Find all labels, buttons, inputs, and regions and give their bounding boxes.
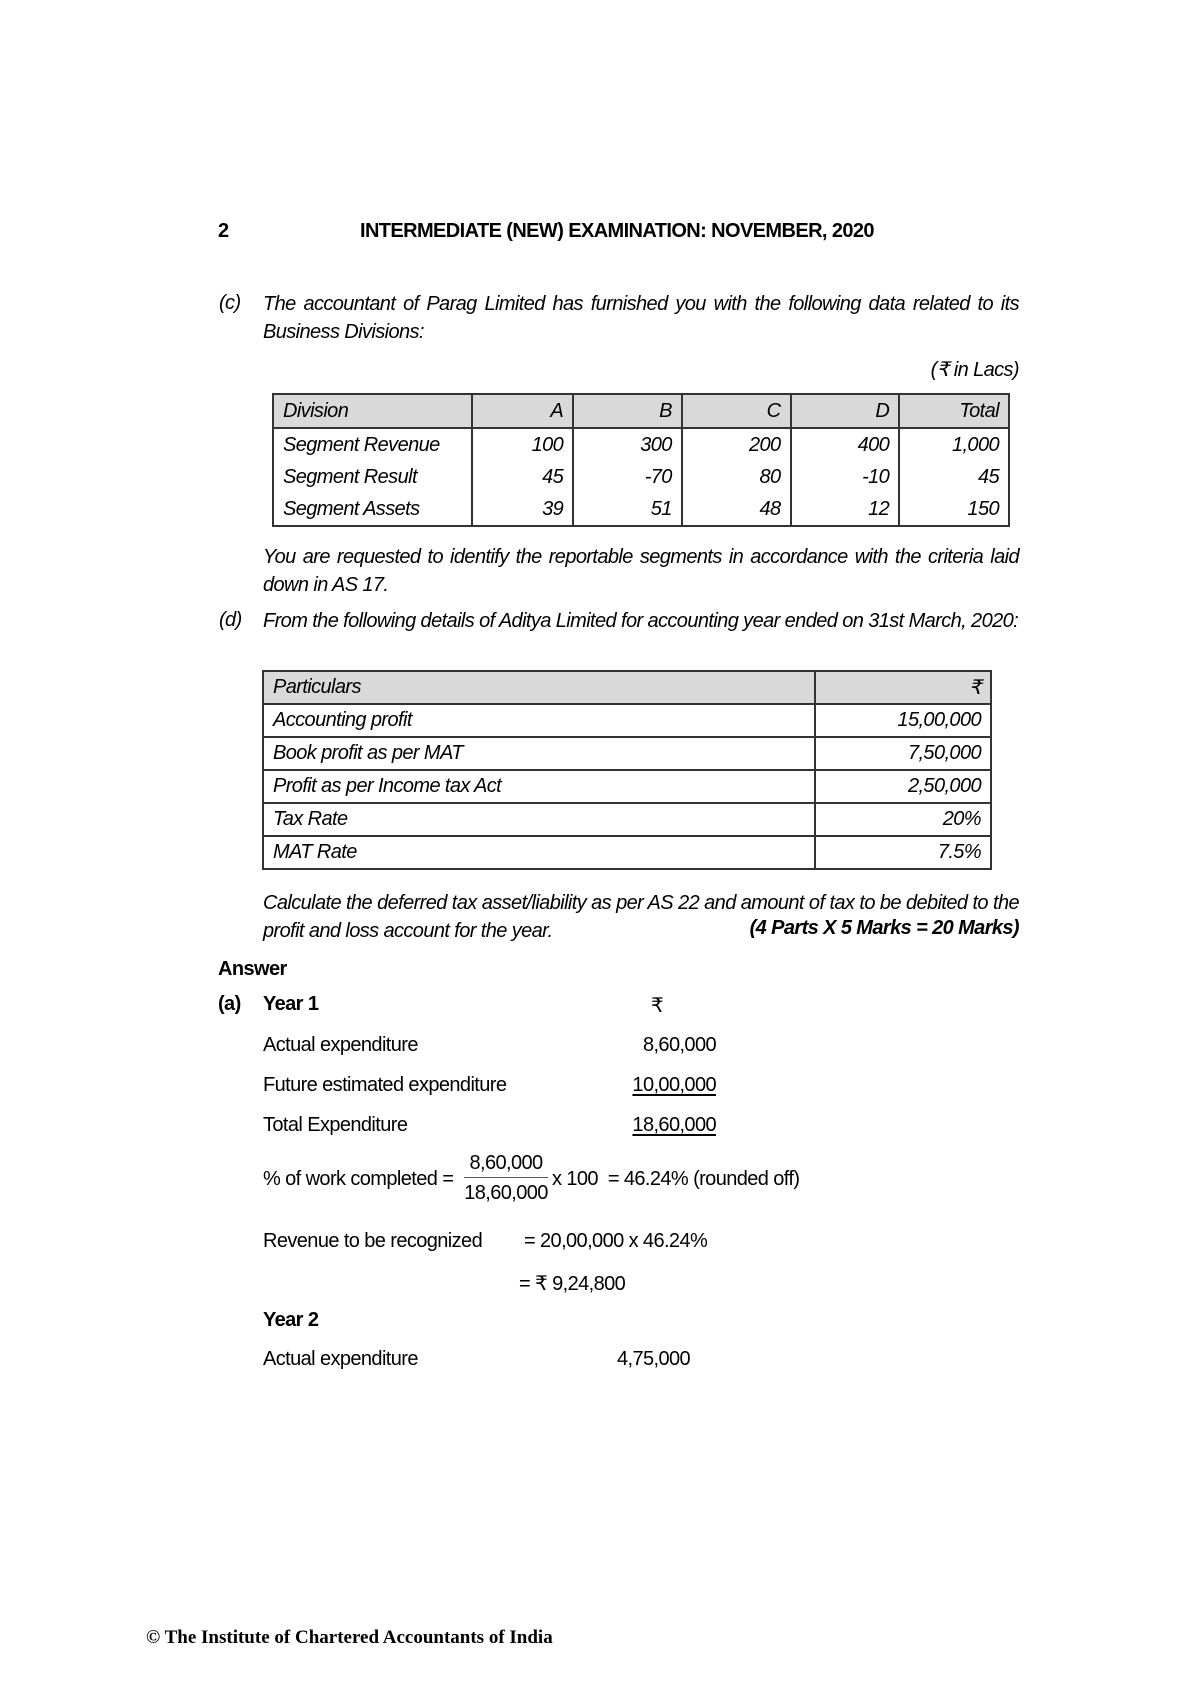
revenue-calc: = 20,00,000 x 46.24%	[524, 1230, 708, 1252]
cell: 7.5%	[814, 835, 992, 870]
header-cell: C	[680, 393, 792, 429]
header-cell: B	[572, 393, 683, 429]
cell: 150	[898, 493, 1010, 527]
segment-table: Division A B C D Total Segment Revenue 1…	[271, 393, 1010, 527]
header-cell: Division	[271, 393, 474, 429]
cell: Book profit as per MAT	[261, 736, 817, 771]
cell: 400	[789, 428, 901, 461]
part-d-label: (d)	[219, 609, 242, 631]
cell: 300	[572, 428, 683, 461]
header-cell: Particulars	[261, 670, 817, 705]
table-row: Book profit as per MAT 7,50,000	[261, 736, 992, 771]
cell: 48	[680, 493, 792, 527]
cell: -70	[572, 461, 683, 493]
cell: MAT Rate	[261, 835, 817, 870]
cell: 2,50,000	[814, 769, 992, 804]
total-expenditure-value: 18,60,000	[632, 1114, 716, 1136]
cell: 39	[471, 493, 575, 527]
header-cell: D	[789, 393, 901, 429]
revenue-label: Revenue to be recognized	[263, 1230, 483, 1252]
table-row: Segment Revenue 100 300 200 400 1,000	[271, 428, 1010, 461]
header-cell: A	[471, 393, 575, 429]
cell: 100	[471, 428, 575, 461]
year2-title: Year 2	[263, 1309, 319, 1331]
year2-actual-value: 4,75,000	[617, 1348, 691, 1370]
rupee-currency-header: ₹	[651, 995, 664, 1017]
cell: Segment Result	[271, 461, 474, 493]
table-row: Segment Result 45 -70 80 -10 45	[271, 461, 1010, 493]
table-header-row: Particulars ₹	[261, 670, 992, 705]
page-number: 2	[218, 220, 229, 242]
cell: 1,000	[898, 428, 1010, 461]
fraction-numerator: 8,60,000	[464, 1152, 548, 1178]
revenue-value: = ₹ 9,24,800	[519, 1273, 626, 1295]
fraction-denominator: 18,60,000	[464, 1182, 548, 1204]
table-row: MAT Rate 7.5%	[261, 835, 992, 870]
total-expenditure-label: Total Expenditure	[263, 1114, 408, 1136]
cell: 45	[898, 461, 1010, 493]
cell: Segment Revenue	[271, 428, 474, 461]
table-row: Profit as per Income tax Act 2,50,000	[261, 769, 992, 804]
cell: Accounting profit	[261, 703, 817, 738]
cell: 15,00,000	[814, 703, 992, 738]
answer-part-label: (a)	[218, 993, 241, 1015]
year2-actual-label: Actual expenditure	[263, 1348, 418, 1370]
table-row: Tax Rate 20%	[261, 802, 992, 837]
footer-copyright: © The Institute of Chartered Accountants…	[146, 1627, 553, 1648]
future-expenditure-label: Future estimated expenditure	[263, 1074, 507, 1096]
cell: 45	[471, 461, 575, 493]
part-c-instruction: You are requested to identify the report…	[263, 546, 1020, 596]
part-c-text: The accountant of Parag Limited has furn…	[263, 293, 1020, 343]
cell: 200	[680, 428, 792, 461]
answer-heading: Answer	[218, 958, 287, 980]
table-header-row: Division A B C D Total	[271, 393, 1010, 429]
particulars-table: Particulars ₹ Accounting profit 15,00,000…	[261, 670, 992, 870]
instruction-text: Calculate the deferred tax asset/liabili…	[263, 892, 1020, 942]
cell: Segment Assets	[271, 493, 474, 527]
unit-note: (₹ in Lacs)	[930, 359, 1020, 381]
pct-work-label: % of work completed =	[263, 1168, 454, 1190]
table-row: Segment Assets 39 51 48 12 150	[271, 493, 1010, 527]
table-row: Accounting profit 15,00,000	[261, 703, 992, 738]
header-cell: Total	[898, 393, 1010, 429]
page-header-title: INTERMEDIATE (NEW) EXAMINATION: NOVEMBER…	[360, 220, 875, 242]
cell: Profit as per Income tax Act	[261, 769, 817, 804]
cell: 80	[680, 461, 792, 493]
cell: 12	[789, 493, 901, 527]
future-expenditure-value: 10,00,000	[632, 1074, 716, 1096]
year1-title: Year 1	[263, 993, 319, 1015]
cell: 51	[572, 493, 683, 527]
pct-work-result: x 100 = 46.24% (rounded off)	[552, 1168, 800, 1190]
actual-expenditure-value: 8,60,000	[642, 1034, 717, 1056]
cell: 7,50,000	[814, 736, 992, 771]
cell: 20%	[814, 802, 992, 837]
part-d-instruction: Calculate the deferred tax asset/liabili…	[263, 889, 1020, 945]
part-d-text: From the following details of Aditya Lim…	[263, 610, 1019, 632]
cell: Tax Rate	[261, 802, 817, 837]
part-c-label: (c)	[219, 292, 241, 314]
cell: -10	[789, 461, 901, 493]
header-cell: ₹	[814, 670, 992, 705]
marks-note: (4 Parts X 5 Marks = 20 Marks)	[749, 917, 1020, 939]
actual-expenditure-label: Actual expenditure	[263, 1034, 418, 1056]
